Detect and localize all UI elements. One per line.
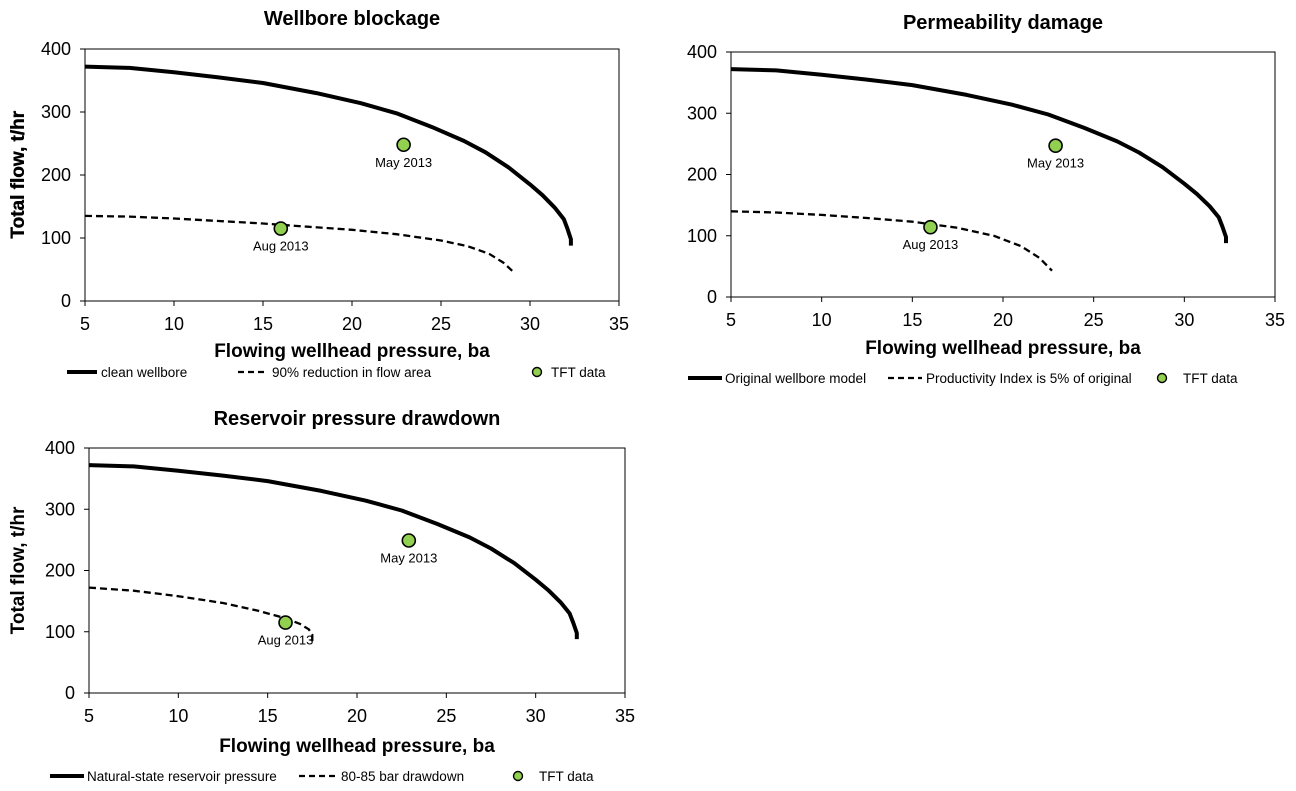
series-line-dashed bbox=[730, 210, 1053, 272]
chart-3: Reservoir pressure drawdown 5 10 15 20 25 30 35… bbox=[8, 408, 635, 784]
y-tick-label: 200 bbox=[45, 561, 75, 581]
y-axis-title: Total flow, t/hr bbox=[8, 111, 29, 239]
x-axis-title: Flowing wellhead pressure, ba bbox=[865, 338, 1141, 359]
x-tick-label: 25 bbox=[1084, 310, 1104, 330]
legend-label: clean wellbore bbox=[101, 365, 187, 380]
x-tick-label: 15 bbox=[258, 706, 278, 726]
series-line-solid bbox=[84, 64, 573, 246]
x-tick-label: 25 bbox=[431, 314, 451, 334]
y-tick-label: 300 bbox=[687, 103, 717, 123]
plot-area bbox=[88, 447, 626, 694]
x-axis-title: Flowing wellhead pressure, ba bbox=[219, 736, 495, 757]
series-line-dashed bbox=[84, 214, 513, 272]
y-tick-label: 300 bbox=[45, 499, 75, 519]
legend-label: TFT data bbox=[551, 365, 606, 380]
x-tick-label: 35 bbox=[1265, 310, 1285, 330]
tft-data-point bbox=[401, 533, 417, 548]
point-annotation: Aug 2013 bbox=[258, 633, 314, 648]
x-tick-label: 10 bbox=[164, 314, 184, 334]
x-tick-label: 30 bbox=[1174, 310, 1194, 330]
legend-label: Original wellbore model bbox=[725, 371, 866, 386]
tft-data-point bbox=[273, 221, 289, 236]
point-annotation: May 2013 bbox=[375, 155, 432, 170]
point-annotation: May 2013 bbox=[1027, 156, 1084, 171]
series-line-solid bbox=[88, 463, 579, 640]
x-tick-label: 20 bbox=[347, 706, 367, 726]
y-tick-label: 100 bbox=[687, 226, 717, 246]
y-tick-label: 300 bbox=[41, 102, 71, 122]
y-axis-title: Total flow, t/hr bbox=[8, 506, 29, 634]
legend-label: TFT data bbox=[1183, 371, 1238, 386]
series-line-solid bbox=[730, 67, 1228, 244]
x-tick-label: 35 bbox=[615, 706, 635, 726]
x-tick-label: 15 bbox=[902, 310, 922, 330]
point-annotation: May 2013 bbox=[380, 550, 437, 565]
legend-swatch-marker bbox=[1156, 372, 1168, 384]
chart-title: Permeability damage bbox=[903, 12, 1103, 34]
legend: Original wellbore model Productivity Inde… bbox=[688, 371, 1238, 386]
y-tick-label: 100 bbox=[45, 622, 75, 642]
x-tick-label: 30 bbox=[520, 314, 540, 334]
y-tick-label: 400 bbox=[41, 39, 71, 59]
x-tick-label: 5 bbox=[80, 314, 90, 334]
plot-area bbox=[730, 51, 1276, 298]
legend-swatch-marker bbox=[512, 770, 524, 782]
x-tick-label: 25 bbox=[436, 706, 456, 726]
x-tick-label: 5 bbox=[726, 310, 736, 330]
chart-title: Wellbore blockage bbox=[264, 8, 440, 30]
point-annotation: Aug 2013 bbox=[903, 237, 959, 252]
y-tick-label: 400 bbox=[687, 42, 717, 62]
legend-label: 80-85 bar drawdown bbox=[341, 769, 464, 784]
legend-label: Natural-state reservoir pressure bbox=[87, 769, 277, 784]
tft-data-point bbox=[923, 219, 938, 235]
chart-title: Reservoir pressure drawdown bbox=[214, 408, 501, 430]
plot-area bbox=[84, 48, 620, 302]
legend-swatch-marker bbox=[531, 366, 543, 378]
x-tick-label: 20 bbox=[342, 314, 362, 334]
legend-label: Productivity Index is 5% of original bbox=[926, 371, 1132, 386]
y-tick-label: 200 bbox=[687, 165, 717, 185]
x-tick-label: 5 bbox=[84, 706, 94, 726]
point-annotation: Aug 2013 bbox=[253, 239, 309, 254]
x-tick-label: 15 bbox=[253, 314, 273, 334]
legend: clean wellbore 90% reduction in flow area… bbox=[67, 365, 606, 380]
y-tick-label: 100 bbox=[41, 228, 71, 248]
tft-data-point bbox=[1048, 138, 1063, 154]
tft-data-point bbox=[396, 137, 411, 153]
chart-1: Wellbore blockage 5 10 15 20 25 30 35 0 100 200 300… bbox=[8, 8, 629, 380]
x-tick-label: 10 bbox=[168, 706, 188, 726]
y-axis-title: Total flow, t/hr bbox=[8, 110, 29, 238]
y-tick-label: 400 bbox=[45, 438, 75, 458]
x-tick-label: 35 bbox=[609, 314, 629, 334]
legend-label: TFT data bbox=[539, 769, 594, 784]
y-tick-label: 0 bbox=[707, 287, 717, 307]
legend: Natural-state reservoir pressure 80-85 ba… bbox=[50, 769, 594, 784]
x-tick-label: 20 bbox=[993, 310, 1013, 330]
legend-label: 90% reduction in flow area bbox=[272, 365, 432, 380]
x-tick-label: 30 bbox=[526, 706, 546, 726]
y-tick-label: 0 bbox=[61, 291, 71, 311]
x-tick-label: 10 bbox=[812, 310, 832, 330]
x-axis-title: Flowing wellhead pressure, ba bbox=[214, 341, 490, 362]
tft-data-point bbox=[278, 615, 293, 630]
y-tick-label: 200 bbox=[41, 165, 71, 185]
y-tick-label: 0 bbox=[65, 683, 75, 703]
series-line-dashed bbox=[88, 586, 314, 642]
